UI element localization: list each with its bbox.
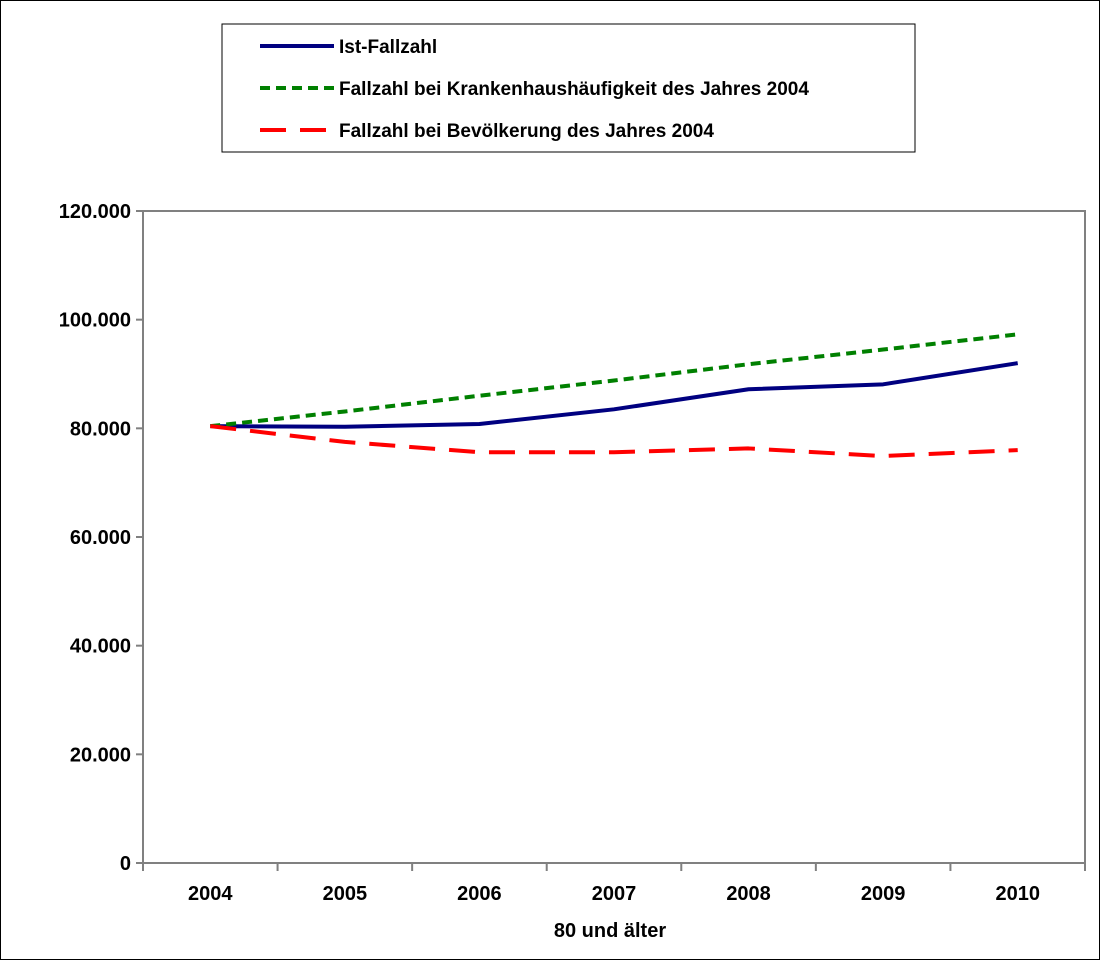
x-tick-label: 2005 — [323, 883, 368, 905]
y-tick-label: 120.000 — [59, 201, 131, 223]
legend-box — [221, 23, 916, 153]
x-tick-label: 2008 — [726, 883, 771, 905]
x-tick-label: 2006 — [457, 883, 502, 905]
x-tick-label: 2009 — [861, 883, 906, 905]
x-tick-label: 2004 — [188, 883, 233, 905]
y-tick-label: 60.000 — [70, 527, 131, 549]
x-tick-label: 2007 — [592, 883, 637, 905]
y-tick-label: 20.000 — [70, 744, 131, 766]
plot-area — [142, 210, 1086, 864]
legend-label-2: Fallzahl bei Krankenhaushäufigkeit des J… — [339, 79, 809, 100]
series-line-3 — [210, 424, 1018, 459]
x-axis-label: 80 und älter — [554, 920, 666, 942]
legend-label-3: Fallzahl bei Bevölkerung des Jahres 2004 — [339, 121, 714, 142]
y-axis: 0 20.000 40.000 60.000 80.000 100.000 120.000 — [59, 201, 143, 875]
y-tick-label: 0 — [120, 853, 131, 875]
legend: Ist-Fallzahl Fallzahl bei Krankenhaushäuf… — [221, 23, 916, 153]
y-tick-label: 100.000 — [59, 310, 131, 332]
series-layer — [210, 332, 1019, 459]
x-tick-label: 2010 — [995, 883, 1040, 905]
series-line-2 — [210, 332, 1018, 429]
legend-label-1: Ist-Fallzahl — [339, 37, 437, 58]
y-tick-label: 80.000 — [70, 418, 131, 440]
x-axis: 2004 2005 2006 2007 2008 2009 2010 — [142, 863, 1086, 905]
series-line-1 — [210, 361, 1019, 429]
y-tick-label: 40.000 — [70, 636, 131, 658]
